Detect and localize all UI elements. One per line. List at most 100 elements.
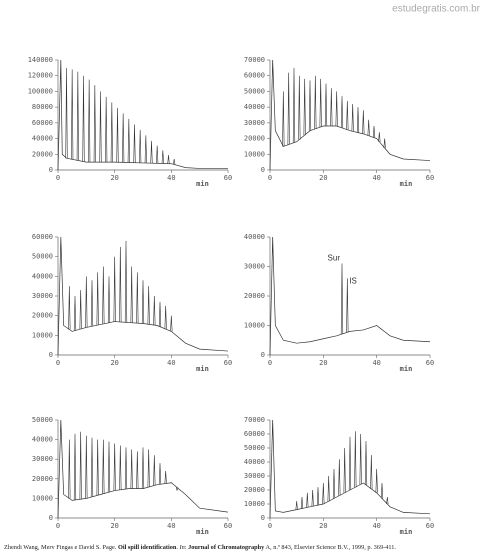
peak xyxy=(375,468,378,493)
peak xyxy=(107,276,111,323)
peak xyxy=(96,272,99,326)
peak xyxy=(324,83,328,127)
peak xyxy=(96,439,99,496)
y-tick-label: 0 xyxy=(49,166,53,174)
peak xyxy=(107,441,111,493)
peak xyxy=(167,155,170,164)
y-tick-label: 10000 xyxy=(244,150,265,158)
peak xyxy=(370,454,373,489)
y-tick-label: 100000 xyxy=(28,87,53,95)
peak xyxy=(124,447,128,489)
peak xyxy=(130,449,133,489)
caption-in: In xyxy=(179,544,185,551)
y-tick-label: 20000 xyxy=(244,486,265,494)
x-axis-label: min xyxy=(400,365,413,373)
y-tick-label: 60000 xyxy=(32,119,53,127)
y-tick-label: 10000 xyxy=(244,500,265,508)
peak xyxy=(150,140,153,164)
y-tick-label: 50000 xyxy=(244,87,265,95)
peak xyxy=(362,110,365,134)
peak xyxy=(340,263,344,335)
peak xyxy=(113,256,116,322)
peak xyxy=(332,468,336,499)
peak xyxy=(364,440,368,485)
peak xyxy=(144,135,147,164)
x-tick-label: 20 xyxy=(110,359,118,367)
y-tick-label: 20000 xyxy=(244,135,265,143)
x-tick-label: 40 xyxy=(372,174,380,182)
peak xyxy=(136,272,139,324)
peak xyxy=(173,158,176,165)
x-tick-label: 0 xyxy=(56,174,60,182)
y-tick-label: 70000 xyxy=(244,416,265,424)
y-tick-label: 40000 xyxy=(32,272,53,280)
peak xyxy=(287,72,290,145)
x-tick-label: 20 xyxy=(319,522,327,530)
peak xyxy=(346,100,349,130)
peak xyxy=(319,78,322,127)
peak xyxy=(314,75,317,129)
peak xyxy=(76,71,79,161)
peak xyxy=(102,266,105,324)
trace xyxy=(57,59,228,171)
peak xyxy=(105,96,108,163)
trace xyxy=(57,236,229,356)
x-tick-label: 0 xyxy=(56,522,60,530)
y-tick-label: 120000 xyxy=(28,72,53,80)
peak xyxy=(85,276,88,328)
trace xyxy=(57,419,229,519)
peak xyxy=(164,305,167,330)
caption-journal: Journal of Chromatography xyxy=(188,544,265,551)
x-tick-label: 60 xyxy=(224,359,232,367)
peak xyxy=(343,447,346,493)
y-tick-label: 50000 xyxy=(32,253,53,261)
peak xyxy=(90,437,94,497)
x-tick-label: 0 xyxy=(268,359,272,367)
x-tick-label: 60 xyxy=(224,522,232,530)
y-tick-label: 70000 xyxy=(244,56,265,64)
peak xyxy=(139,129,142,163)
peak xyxy=(316,487,320,506)
y-tick-label: 30000 xyxy=(32,455,53,463)
y-tick-label: 30000 xyxy=(32,292,53,300)
peak xyxy=(298,75,301,140)
x-axis-label: min xyxy=(196,365,209,373)
peak xyxy=(359,433,362,485)
peak xyxy=(383,138,386,149)
peak xyxy=(73,433,77,500)
y-tick-label: 40000 xyxy=(244,103,265,111)
peak xyxy=(161,150,164,164)
peak xyxy=(340,96,344,128)
peak xyxy=(386,496,389,505)
peak-label: IS xyxy=(349,276,357,285)
peak xyxy=(308,80,312,131)
peak xyxy=(124,240,128,323)
caption-sep: : xyxy=(184,544,189,551)
peak xyxy=(68,286,71,330)
peak xyxy=(73,295,77,331)
y-tick-label: 30000 xyxy=(244,472,265,480)
y-tick-label: 0 xyxy=(261,166,265,174)
caption-sep: . xyxy=(176,544,180,551)
peak xyxy=(295,501,298,510)
peak xyxy=(311,489,314,507)
peak xyxy=(348,436,352,491)
y-tick-label: 20000 xyxy=(32,150,53,158)
y-tick-label: 30000 xyxy=(244,119,265,127)
peak xyxy=(292,67,296,143)
peak xyxy=(164,470,167,484)
x-tick-label: 0 xyxy=(56,359,60,367)
x-tick-label: 60 xyxy=(426,522,434,530)
peak xyxy=(65,67,68,159)
peak xyxy=(141,447,145,489)
y-tick-label: 10000 xyxy=(244,322,265,330)
peak xyxy=(378,132,381,142)
peak xyxy=(88,79,91,163)
peak xyxy=(133,124,136,163)
peak xyxy=(147,449,150,488)
peak xyxy=(175,487,179,491)
x-axis-label: min xyxy=(196,528,209,536)
watermark: estudegratis.com.br xyxy=(392,4,480,15)
